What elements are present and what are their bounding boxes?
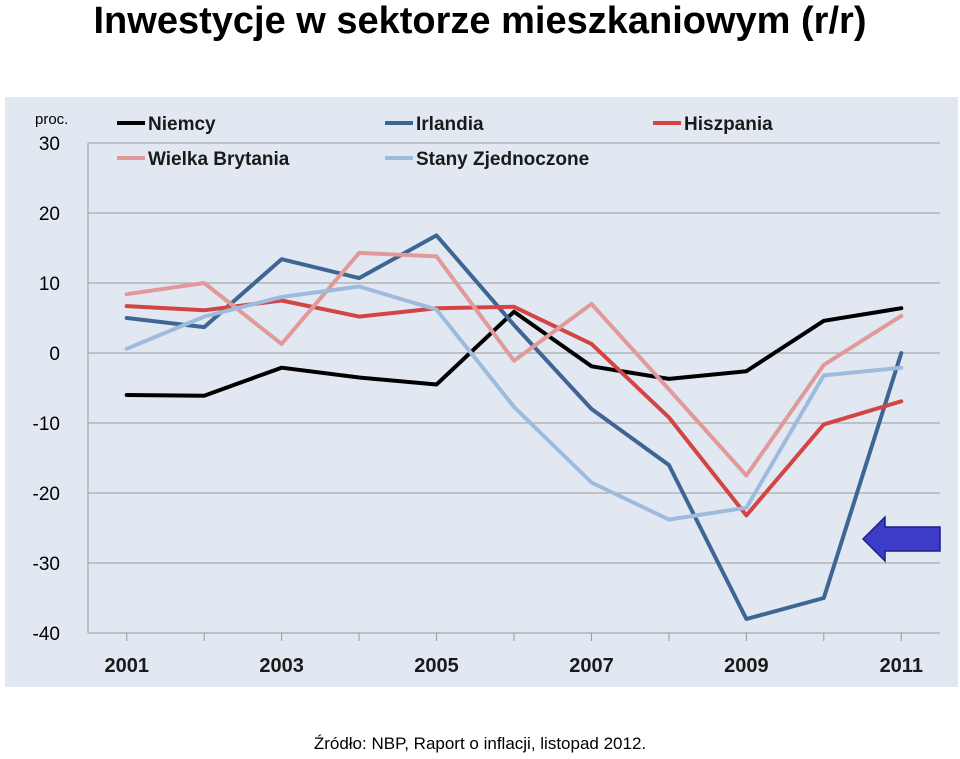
y-axis-tick-labels: 30 20 10 0 -10 -20 -30 -40 bbox=[33, 134, 60, 645]
x-tick-label: 2009 bbox=[724, 655, 769, 677]
legend-label: Stany Zjednoczone bbox=[416, 149, 589, 170]
y-axis-unit-label: proc. bbox=[35, 111, 68, 128]
series-line-stany-zjednoczone bbox=[124, 284, 904, 522]
y-tick-label: 0 bbox=[49, 344, 60, 365]
source-note: Źródło: NBP, Raport o inflacji, listopad… bbox=[313, 734, 647, 753]
x-axis-tick-labels: 2001 2003 2005 2007 2009 2011 bbox=[104, 633, 923, 677]
y-tick-label: 20 bbox=[39, 204, 60, 225]
x-tick-label: 2007 bbox=[569, 655, 614, 677]
legend-item-hiszpania: Hiszpania bbox=[653, 114, 773, 135]
annotation-arrow-left bbox=[861, 515, 941, 563]
legend-item-wielka-brytania: Wielka Brytania bbox=[117, 149, 290, 170]
legend-item-stany-zjednoczone: Stany Zjednoczone bbox=[385, 149, 589, 170]
legend-item-irlandia: Irlandia bbox=[385, 114, 484, 135]
legend-label: Irlandia bbox=[416, 114, 484, 135]
y-tick-label: 10 bbox=[39, 274, 60, 295]
grid-lines bbox=[87, 142, 940, 634]
x-tick-label: 2001 bbox=[104, 655, 149, 677]
legend-label: Wielka Brytania bbox=[148, 149, 290, 170]
series-lines bbox=[124, 233, 904, 621]
legend-label: Hiszpania bbox=[684, 114, 773, 135]
legend-label: Niemcy bbox=[148, 114, 216, 135]
y-tick-label: -40 bbox=[33, 624, 60, 645]
page-title: Inwestycje w sektorze mieszkaniowym (r/r… bbox=[93, 0, 867, 42]
line-chart: 30 20 10 0 -10 -20 -30 -40 2001 2003 2005 2007 2009… bbox=[5, 97, 958, 687]
x-tick-label: 2005 bbox=[414, 655, 459, 677]
legend: Niemcy Irlandia Hiszpania Wielka Brytania St… bbox=[117, 114, 773, 170]
series-line-irlandia bbox=[124, 233, 904, 621]
x-tick-label: 2003 bbox=[259, 655, 304, 677]
y-tick-label: 30 bbox=[39, 134, 60, 155]
x-tick-label: 2011 bbox=[880, 655, 923, 677]
y-tick-label: -20 bbox=[33, 484, 60, 505]
y-tick-label: -10 bbox=[33, 414, 60, 435]
series-line-niemcy bbox=[124, 306, 904, 398]
chart-background bbox=[5, 97, 958, 687]
y-tick-label: -30 bbox=[33, 554, 60, 575]
legend-item-niemcy: Niemcy bbox=[117, 114, 216, 135]
series-line-wielka-brytania bbox=[124, 250, 904, 478]
